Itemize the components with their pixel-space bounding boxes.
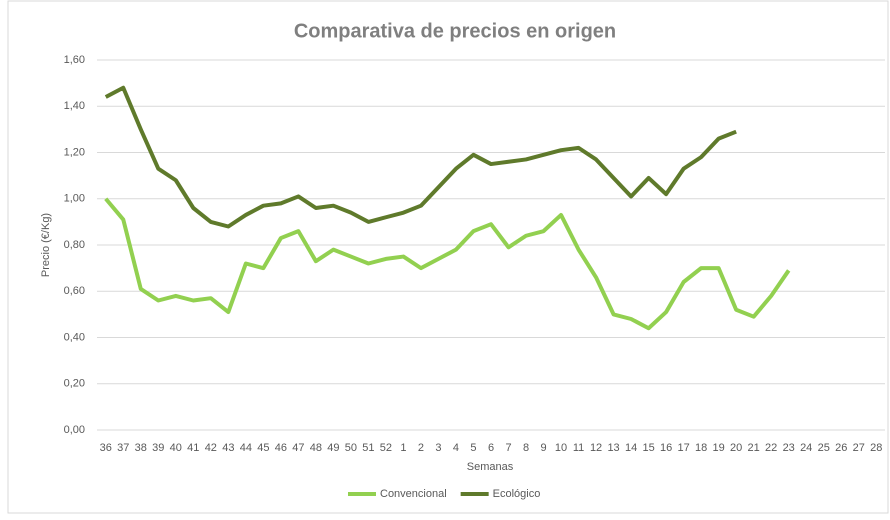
x-tick-label: 4 [453,442,459,454]
chart-title: Comparativa de precios en origen [294,20,616,42]
series-line [104,197,791,331]
y-tick-label: 0,00 [64,424,85,436]
series-line [104,85,737,229]
x-tick-label: 14 [625,442,637,454]
y-tick-label: 0,20 [64,378,85,390]
y-tick-label: 1,40 [64,100,85,112]
x-tick-label: 22 [765,442,777,454]
x-tick-label: 9 [540,442,546,454]
x-tick-label: 15 [642,442,654,454]
x-tick-label: 18 [695,442,707,454]
y-tick-label: 1,20 [64,146,85,158]
x-tick-label: 48 [310,442,322,454]
x-tick-label: 46 [275,442,287,454]
x-tick-label: 11 [573,442,584,454]
x-tick-label: 23 [783,442,795,454]
y-axis-title: Precio (€/Kg) [40,213,52,277]
x-tick-label: 28 [870,442,882,454]
x-tick-label: 52 [380,442,392,454]
x-tick-label: 42 [205,442,217,454]
x-tick-label: 3 [435,442,441,454]
x-tick-label: 41 [187,442,199,454]
x-tick-label: 21 [748,442,760,454]
chart-frame [7,0,889,514]
x-tick-label: 10 [555,442,567,454]
x-tick-label: 36 [100,442,112,454]
x-tick-label: 51 [362,442,374,454]
x-tick-label: 27 [853,442,865,454]
x-tick-label: 17 [677,442,689,454]
x-tick-label: 50 [345,442,357,454]
x-tick-label: 47 [292,442,304,454]
x-tick-label: 43 [222,442,234,454]
y-tick-label: 0,80 [64,239,85,251]
y-tick-label: 0,40 [64,331,85,343]
x-axis-title: Semanas [467,461,514,473]
legend-label: Ecológico [493,488,541,500]
legend-label: Convencional [380,488,447,500]
x-tick-label: 7 [505,442,511,454]
x-tick-label: 16 [660,442,672,454]
x-tick-label: 12 [590,442,602,454]
x-tick-label: 37 [117,442,129,454]
x-tick-label: 40 [170,442,182,454]
x-tick-label: 13 [607,442,619,454]
y-tick-label: 0,60 [64,285,85,297]
x-tick-label: 1 [400,442,406,454]
x-tick-label: 25 [818,442,830,454]
x-tick-label: 39 [152,442,164,454]
x-tick-label: 49 [327,442,339,454]
x-tick-label: 20 [730,442,742,454]
x-tick-label: 24 [800,442,812,454]
x-tick-label: 38 [135,442,147,454]
y-tick-label: 1,60 [64,54,85,66]
x-tick-label: 26 [835,442,847,454]
x-tick-label: 8 [523,442,529,454]
x-tick-label: 6 [488,442,494,454]
x-tick-label: 44 [240,442,252,454]
x-tick-label: 5 [470,442,476,454]
y-tick-label: 1,00 [64,193,85,205]
x-tick-label: 45 [257,442,269,454]
x-tick-label: 19 [713,442,725,454]
x-tick-label: 2 [418,442,424,454]
